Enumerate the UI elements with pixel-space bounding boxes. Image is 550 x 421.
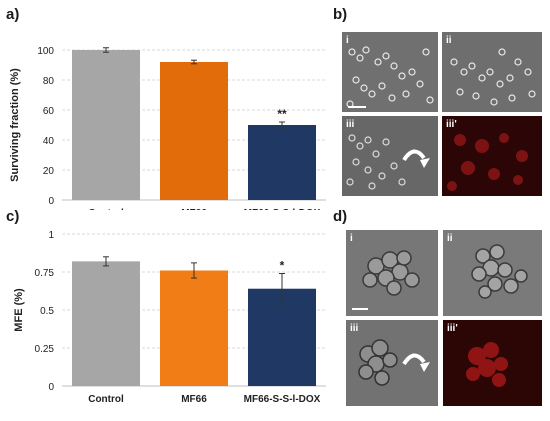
panel-letter-c: c): [6, 208, 20, 225]
y-tick-label: 40: [43, 136, 55, 147]
panel-letter-b: b): [333, 6, 348, 23]
y-tick-label: 0.5: [40, 306, 54, 317]
micrograph-d-i: i: [346, 230, 438, 316]
bar-mf66: [160, 270, 228, 386]
micrograph-d-iii: iii: [346, 320, 438, 406]
error-bar: [279, 121, 285, 129]
cell-image: [346, 320, 438, 406]
y-axis-label: MFE (%): [13, 288, 25, 332]
error-bar: [279, 273, 285, 305]
x-tick-label: MF66: [181, 394, 207, 405]
cell-image: [443, 230, 542, 316]
mfe-chart: 0 0.25 0.5 0.75 1 MFE (%) Control MF66 * MF66-S-S…: [13, 230, 326, 405]
cell-image: [342, 32, 438, 112]
y-axis-label: Surviving fraction (%): [9, 68, 21, 182]
micrograph-label: ii: [446, 35, 452, 46]
y-tick-label: 1: [48, 230, 54, 241]
error-bar: [103, 47, 109, 53]
micrograph-b-i: i: [342, 32, 438, 112]
micrograph-label: iii: [346, 119, 355, 130]
micrograph-d-ii: ii: [443, 230, 542, 316]
micrograph-label: ii: [447, 233, 453, 244]
error-bar: [103, 256, 109, 267]
micrograph-d-iii-prime: iii': [443, 320, 542, 406]
y-tick-label: 0.75: [35, 268, 55, 279]
panel-letter-d: d): [333, 208, 348, 225]
micrograph-label: i: [350, 233, 353, 244]
bar-control: [72, 50, 140, 200]
cell-image: [346, 230, 438, 316]
surviving-fraction-chart: 0 20 40 60 80 100 Surviving fraction (%) Contro…: [9, 46, 326, 210]
fluorescence-image: [442, 116, 542, 196]
y-tick-label: 100: [37, 46, 54, 57]
micrograph-label: iii: [350, 323, 359, 334]
x-tick-label: MF66: [181, 208, 207, 210]
x-tick-label: Control: [88, 394, 124, 405]
micrograph-b-iii-prime: iii': [442, 116, 542, 196]
bar-control: [72, 261, 140, 386]
y-tick-label: 80: [43, 76, 55, 87]
error-bar: [191, 262, 197, 279]
micrograph-b-iii: iii: [342, 116, 438, 196]
x-tick-label: MF66-S-S-l-DOX: [244, 208, 321, 210]
y-tick-label: 0: [48, 196, 54, 207]
y-tick-label: 0.25: [35, 344, 55, 355]
micrograph-label: i: [346, 35, 349, 46]
y-tick-label: 0: [48, 382, 54, 393]
micrograph-label: iii': [447, 323, 458, 334]
panel-letter-a: a): [6, 6, 20, 23]
micrograph-b-ii: ii: [442, 32, 542, 112]
significance-marker: *: [280, 259, 285, 273]
significance-marker: **: [277, 107, 287, 121]
bar-mf66: [160, 62, 228, 200]
micrograph-label: iii': [446, 119, 457, 130]
x-tick-label: MF66-S-S-l-DOX: [244, 394, 321, 405]
cell-image: [342, 116, 438, 196]
y-tick-label: 60: [43, 106, 55, 117]
error-bar: [191, 59, 197, 65]
bar-mf66-s-s-l-dox: [248, 125, 316, 200]
x-tick-label: Control: [88, 208, 124, 210]
bar-mf66-s-s-l-dox: [248, 288, 316, 386]
cell-image: [442, 32, 542, 112]
y-tick-label: 20: [43, 166, 55, 177]
fluorescence-image: [443, 320, 542, 406]
